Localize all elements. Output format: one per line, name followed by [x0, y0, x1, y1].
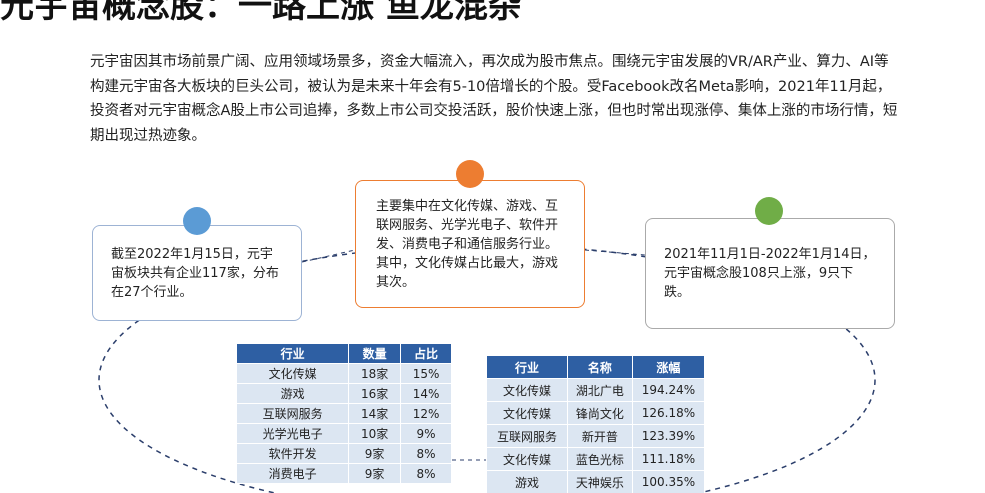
cell: 游戏 — [235, 383, 350, 404]
dashed-ring — [98, 244, 876, 493]
header-cell: 名称 — [566, 355, 633, 379]
row: 游戏 16家 14% — [235, 383, 452, 404]
cell: 100.35% — [631, 470, 706, 493]
industry-table: 行业 数量 占比 文化传媒 18家 15% 游戏 16家 14% 互联网服务 14家 12% 光学光电子… — [235, 343, 452, 484]
row: 文化传媒 锋尚文化 126.18% — [486, 401, 706, 425]
row: 互联网服务 14家 12% — [235, 403, 452, 424]
dot — [755, 197, 783, 225]
row: 光学光电子 10家 9% — [235, 423, 452, 444]
card: 2021年11月1日-2022年1月14日，元宇宙概念股108只上涨，9只下跌。 — [645, 218, 895, 329]
row: 文化传媒 湖北广电 194.24% — [486, 378, 706, 402]
cell: 文化传媒 — [486, 378, 568, 402]
header-cell: 行业 — [235, 343, 350, 364]
cell: 互联网服务 — [486, 424, 568, 448]
cell: 文化传媒 — [235, 363, 350, 384]
row: 互联网服务 新开普 123.39% — [486, 424, 706, 448]
dot — [183, 207, 211, 235]
cell: 14家 — [348, 403, 402, 424]
cell: 9% — [400, 423, 452, 444]
row: 游戏 天神娱乐 100.35% — [486, 470, 706, 493]
cell: 18家 — [348, 363, 402, 384]
intro-text: 元宇宙因其市场前景广阔、应用领域场景多，资金大幅流入，再次成为股市焦点。围绕元宇… — [90, 54, 898, 144]
cell: 游戏 — [486, 470, 568, 493]
row: 文化传媒 18家 15% — [235, 363, 452, 384]
title: 元宇宙概念股：一路上涨 鱼龙混杂 — [0, 0, 522, 26]
cell: 8% — [400, 463, 452, 484]
row: 软件开发 9家 8% — [235, 443, 452, 464]
cell: 锋尚文化 — [566, 401, 633, 425]
dashed-link — [584, 249, 646, 256]
header-cell: 行业 — [486, 355, 568, 379]
header-cell: 数量 — [348, 343, 402, 364]
card: 主要集中在文化传媒、游戏、互联网服务、光学光电子、软件开发、消费电子和通信服务行… — [355, 180, 585, 308]
cell: 光学光电子 — [235, 423, 350, 444]
gainers-table: 行业 名称 涨幅 文化传媒 湖北广电 194.24% 文化传媒 锋尚文化 126.18% 互联网服… — [486, 355, 706, 493]
cell: 123.39% — [631, 424, 706, 448]
cell: 15% — [400, 363, 452, 384]
cell: 互联网服务 — [235, 403, 350, 424]
cell: 软件开发 — [235, 443, 350, 464]
dot — [456, 160, 484, 188]
cell: 文化传媒 — [486, 447, 568, 471]
dashed-link — [301, 249, 356, 263]
cell: 126.18% — [631, 401, 706, 425]
header-cell: 涨幅 — [631, 355, 706, 379]
cell: 蓝色光标 — [566, 447, 633, 471]
cell: 16家 — [348, 383, 402, 404]
row: 文化传媒 蓝色光标 111.18% — [486, 447, 706, 471]
cell: 111.18% — [631, 447, 706, 471]
cell: 194.24% — [631, 378, 706, 402]
cell: 文化传媒 — [486, 401, 568, 425]
header-cell: 占比 — [400, 343, 452, 364]
cell: 9家 — [348, 443, 402, 464]
cell: 消费电子 — [235, 463, 350, 484]
card: 截至2022年1月15日，元宇宙板块共有企业117家，分布在27个行业。 — [92, 225, 302, 321]
cell: 天神娱乐 — [566, 470, 633, 493]
cell: 14% — [400, 383, 452, 404]
cell: 新开普 — [566, 424, 633, 448]
cell: 8% — [400, 443, 452, 464]
cell: 湖北广电 — [566, 378, 633, 402]
row: 消费电子 9家 8% — [235, 463, 452, 484]
header-row: 行业 数量 占比 — [235, 343, 452, 364]
cell: 10家 — [348, 423, 402, 444]
cell: 12% — [400, 403, 452, 424]
cell: 9家 — [348, 463, 402, 484]
header-row: 行业 名称 涨幅 — [486, 355, 706, 379]
